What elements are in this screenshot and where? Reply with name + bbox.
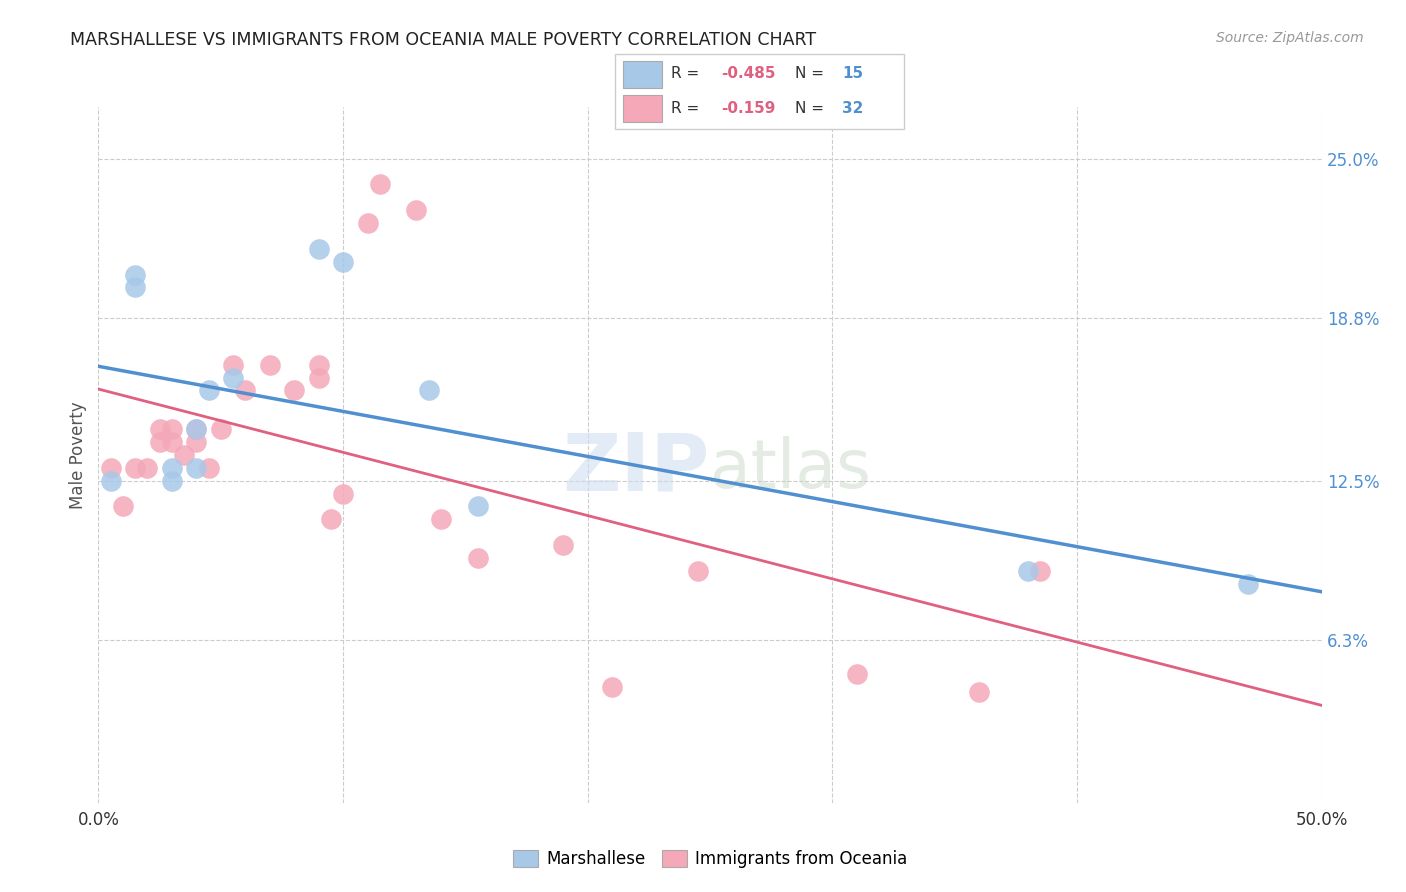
- Point: [186, 422, 208, 436]
- Point: [319, 512, 342, 526]
- Point: [197, 460, 219, 475]
- Text: 32: 32: [842, 101, 863, 116]
- Point: [149, 422, 172, 436]
- Point: [467, 551, 489, 566]
- Text: MARSHALLESE VS IMMIGRANTS FROM OCEANIA MALE POVERTY CORRELATION CHART: MARSHALLESE VS IMMIGRANTS FROM OCEANIA M…: [70, 31, 817, 49]
- Text: -0.485: -0.485: [721, 67, 775, 81]
- Point: [1029, 564, 1052, 578]
- Point: [100, 474, 122, 488]
- Point: [967, 685, 990, 699]
- Point: [259, 358, 281, 372]
- Legend: Marshallese, Immigrants from Oceania: Marshallese, Immigrants from Oceania: [506, 843, 914, 874]
- Point: [100, 460, 122, 475]
- Text: R =: R =: [671, 101, 704, 116]
- Point: [124, 460, 146, 475]
- Point: [1237, 576, 1260, 591]
- Text: R =: R =: [671, 67, 704, 81]
- Point: [173, 448, 195, 462]
- Point: [1017, 564, 1039, 578]
- Point: [686, 564, 709, 578]
- Point: [283, 384, 305, 398]
- FancyBboxPatch shape: [623, 62, 662, 87]
- Point: [209, 422, 232, 436]
- Text: N =: N =: [794, 67, 828, 81]
- Point: [149, 435, 172, 450]
- Point: [308, 242, 330, 256]
- Point: [124, 268, 146, 282]
- Point: [186, 422, 208, 436]
- Point: [160, 460, 183, 475]
- Text: ZIP: ZIP: [562, 430, 710, 508]
- Point: [467, 500, 489, 514]
- Point: [845, 667, 868, 681]
- Point: [418, 384, 440, 398]
- Point: [160, 435, 183, 450]
- Point: [136, 460, 159, 475]
- FancyBboxPatch shape: [623, 95, 662, 122]
- Point: [332, 254, 354, 268]
- Point: [368, 178, 391, 192]
- Point: [356, 216, 378, 230]
- Y-axis label: Male Poverty: Male Poverty: [69, 401, 87, 508]
- Point: [160, 474, 183, 488]
- Point: [197, 384, 219, 398]
- Text: atlas: atlas: [710, 436, 870, 502]
- Point: [405, 203, 427, 218]
- Point: [124, 280, 146, 294]
- Point: [233, 384, 256, 398]
- Point: [308, 358, 330, 372]
- FancyBboxPatch shape: [614, 54, 904, 128]
- Point: [308, 370, 330, 384]
- Point: [332, 486, 354, 500]
- Point: [430, 512, 453, 526]
- Point: [222, 358, 245, 372]
- Text: N =: N =: [794, 101, 828, 116]
- Point: [186, 460, 208, 475]
- Point: [600, 680, 623, 694]
- Text: Source: ZipAtlas.com: Source: ZipAtlas.com: [1216, 31, 1364, 45]
- Point: [222, 370, 245, 384]
- Point: [553, 538, 575, 552]
- Text: -0.159: -0.159: [721, 101, 775, 116]
- Point: [160, 422, 183, 436]
- Text: 15: 15: [842, 67, 863, 81]
- Point: [186, 435, 208, 450]
- Point: [111, 500, 134, 514]
